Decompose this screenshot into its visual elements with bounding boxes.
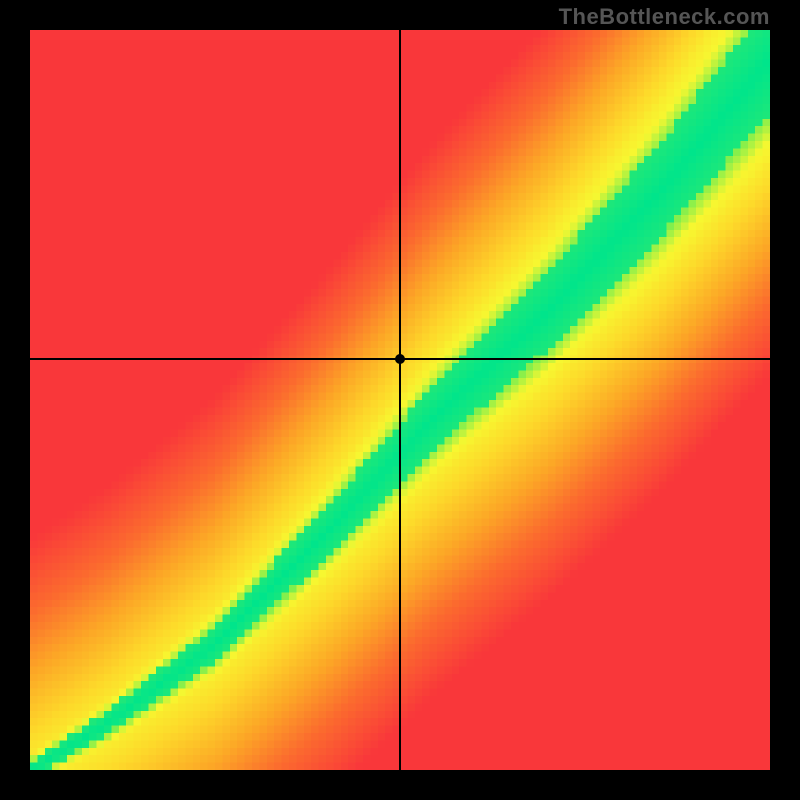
watermark-text: TheBottleneck.com [559,4,770,30]
plot-frame [30,30,770,770]
crosshair-marker [395,354,405,364]
crosshair-vertical [399,30,401,770]
